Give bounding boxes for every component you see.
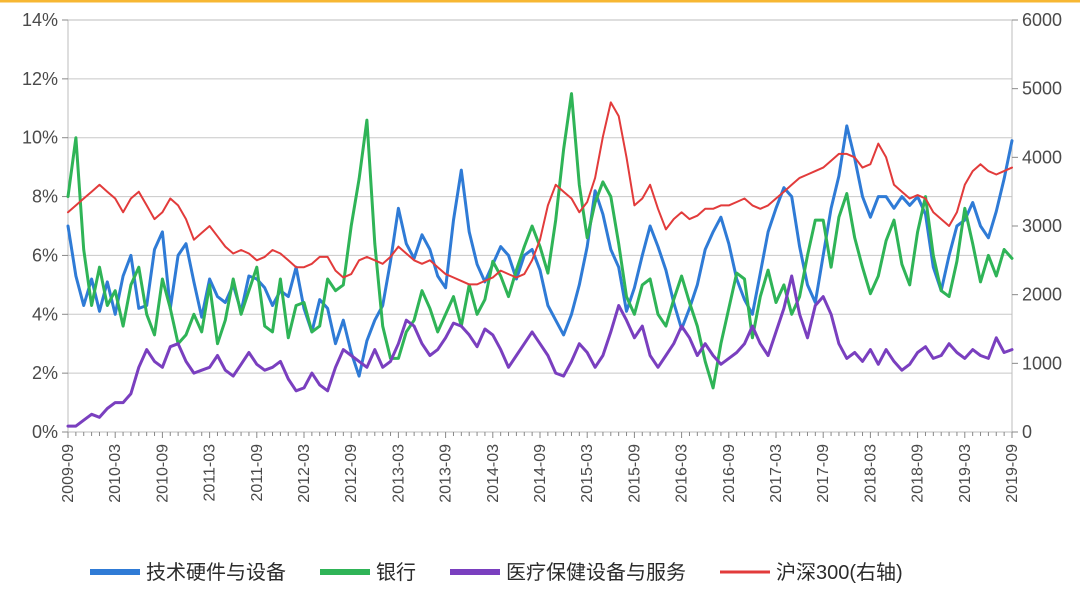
x-tick-label: 2015-09 bbox=[626, 444, 643, 503]
y-right-tick-label: 1000 bbox=[1022, 353, 1062, 373]
x-tick-label: 2016-09 bbox=[721, 444, 738, 503]
x-tick-label: 2019-09 bbox=[1004, 444, 1021, 503]
x-tick-label: 2009-09 bbox=[60, 444, 77, 503]
x-tick-label: 2013-03 bbox=[390, 444, 407, 503]
y-left-tick-label: 8% bbox=[32, 187, 58, 207]
x-tick-label: 2019-03 bbox=[957, 444, 974, 503]
x-tick-label: 2017-09 bbox=[815, 444, 832, 503]
y-left-tick-label: 0% bbox=[32, 422, 58, 442]
y-right-tick-label: 5000 bbox=[1022, 79, 1062, 99]
x-tick-label: 2012-09 bbox=[343, 444, 360, 503]
y-left-tick-label: 14% bbox=[22, 10, 58, 30]
x-tick-label: 2016-03 bbox=[674, 444, 691, 503]
y-left-tick-label: 4% bbox=[32, 304, 58, 324]
y-left-tick-label: 10% bbox=[22, 128, 58, 148]
y-right-tick-label: 6000 bbox=[1022, 10, 1062, 30]
x-tick-label: 2010-09 bbox=[154, 444, 171, 503]
y-left-tick-label: 2% bbox=[32, 363, 58, 383]
legend-label: 医疗保健设备与服务 bbox=[506, 561, 686, 584]
x-tick-label: 2014-03 bbox=[485, 444, 502, 503]
x-tick-label: 2017-03 bbox=[768, 444, 785, 503]
y-right-tick-label: 4000 bbox=[1022, 147, 1062, 167]
y-right-tick-label: 2000 bbox=[1022, 285, 1062, 305]
x-tick-label: 2011-09 bbox=[249, 444, 266, 502]
legend-label: 技术硬件与设备 bbox=[146, 561, 286, 584]
series-line bbox=[68, 102, 1012, 284]
series-line bbox=[68, 276, 1012, 426]
x-tick-label: 2018-09 bbox=[910, 444, 927, 503]
x-tick-label: 2012-03 bbox=[296, 444, 313, 503]
x-tick-label: 2013-09 bbox=[438, 444, 455, 503]
y-right-tick-label: 3000 bbox=[1022, 216, 1062, 236]
x-tick-label: 2014-09 bbox=[532, 444, 549, 503]
line-chart: 0% 2% 4% 6% 8% 10% 12% 14% 0 1000 2000 3000 4000 5000… bbox=[0, 0, 1080, 591]
y-left-tick-label: 12% bbox=[22, 69, 58, 89]
x-tick-label: 2010-03 bbox=[107, 444, 124, 503]
y-right-tick-label: 0 bbox=[1022, 422, 1032, 442]
x-tick-label: 2018-03 bbox=[862, 444, 879, 503]
x-tick-label: 2011-03 bbox=[202, 444, 219, 502]
chart-svg: 0% 2% 4% 6% 8% 10% 12% 14% 0 1000 2000 3000 4000 5000… bbox=[0, 0, 1080, 591]
x-tick-label: 2015-03 bbox=[579, 444, 596, 503]
y-left-tick-label: 6% bbox=[32, 245, 58, 265]
legend-label: 沪深300(右轴) bbox=[776, 561, 903, 584]
legend-label: 银行 bbox=[376, 561, 416, 584]
